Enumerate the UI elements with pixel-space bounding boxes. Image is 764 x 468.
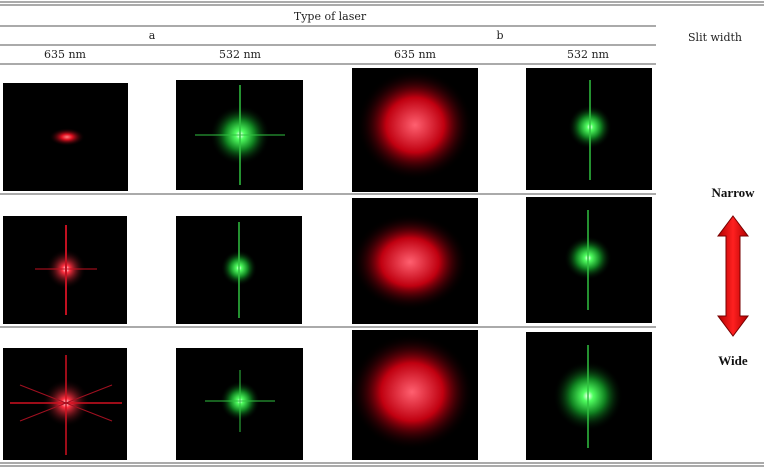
pattern-image: [526, 68, 652, 190]
column-header: 532 nm: [567, 48, 610, 61]
column-header: 635 nm: [394, 48, 437, 61]
pattern-image: [352, 68, 478, 192]
side-header: Slit width: [688, 31, 742, 44]
scale-arrow: [717, 215, 749, 337]
pattern-image: [176, 80, 303, 190]
column-header: 635 nm: [44, 48, 87, 61]
pattern-image: [3, 216, 127, 324]
pattern-image: [352, 198, 478, 324]
column-header: 532 nm: [219, 48, 262, 61]
group-header: b: [496, 29, 503, 42]
scale-label-top: Narrow: [711, 185, 755, 200]
pattern-image: [526, 332, 652, 460]
scale-label-bottom: Wide: [718, 353, 748, 368]
header-title: Type of laser: [294, 10, 367, 23]
pattern-image: [176, 348, 303, 460]
group-header: a: [149, 29, 156, 42]
pattern-image: [526, 197, 652, 323]
pattern-image: [176, 216, 302, 324]
pattern-image: [3, 83, 128, 191]
pattern-image: [350, 330, 478, 460]
pattern-image: [3, 348, 127, 460]
